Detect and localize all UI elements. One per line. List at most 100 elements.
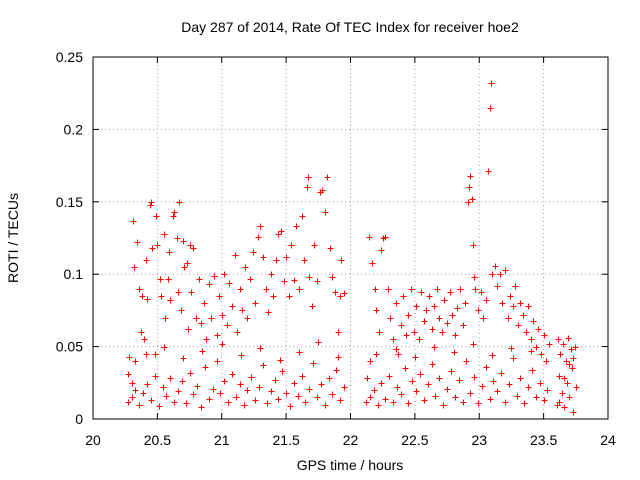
data-point (237, 286, 244, 293)
data-point (475, 400, 482, 407)
data-point (143, 351, 150, 358)
data-point (322, 209, 329, 216)
data-point (335, 354, 342, 361)
data-point (154, 242, 161, 249)
data-point (395, 351, 402, 358)
data-point (167, 375, 174, 382)
data-point (187, 370, 194, 377)
data-point (304, 184, 311, 191)
data-point (206, 396, 213, 403)
data-point (470, 242, 477, 249)
data-point (566, 394, 573, 401)
x-tick-label: 23.5 (530, 432, 557, 448)
data-point (221, 271, 228, 278)
data-point (198, 320, 205, 327)
data-point (196, 276, 203, 283)
data-point (556, 373, 563, 380)
data-point (144, 381, 151, 388)
data-point (126, 354, 133, 361)
data-point (293, 223, 300, 230)
data-point (488, 80, 495, 87)
data-point (134, 239, 141, 246)
data-point (382, 234, 389, 241)
data-point (460, 322, 467, 329)
data-point (530, 318, 537, 325)
data-point (517, 375, 524, 382)
data-point (572, 344, 579, 351)
data-point (226, 280, 233, 287)
data-point (232, 252, 239, 259)
data-point (214, 358, 221, 365)
data-point (278, 228, 285, 235)
data-point (525, 303, 532, 310)
data-point (185, 326, 192, 333)
data-point (452, 394, 459, 401)
data-point (471, 374, 478, 381)
data-point (263, 286, 270, 293)
x-tick-label: 21.5 (273, 432, 300, 448)
data-point (314, 394, 321, 401)
data-point (244, 315, 251, 322)
data-point (129, 394, 136, 401)
data-point (281, 278, 288, 285)
data-point (160, 384, 167, 391)
data-point (390, 399, 397, 406)
data-point (436, 375, 443, 382)
data-point (514, 393, 521, 400)
data-point (429, 361, 436, 368)
data-point (302, 399, 309, 406)
data-point (520, 312, 527, 319)
data-point (184, 260, 191, 267)
data-point (132, 387, 139, 394)
data-point (125, 371, 132, 378)
data-point (286, 293, 293, 300)
data-point (335, 329, 342, 336)
data-point (529, 367, 536, 374)
data-point (156, 403, 163, 410)
data-point (421, 397, 428, 404)
data-point (373, 351, 380, 358)
data-point (319, 187, 326, 194)
data-point (149, 245, 156, 252)
data-point (371, 387, 378, 394)
data-point (375, 402, 382, 409)
data-point (467, 173, 474, 180)
data-point (214, 332, 221, 339)
grid (93, 57, 608, 419)
data-point (561, 404, 568, 411)
data-point (273, 257, 280, 264)
data-point (521, 400, 528, 407)
data-point (463, 358, 470, 365)
data-point (426, 293, 433, 300)
data-point (512, 283, 519, 290)
data-point (166, 249, 173, 256)
data-point (129, 380, 136, 387)
data-point (167, 297, 174, 304)
data-point (170, 213, 177, 220)
data-point (480, 315, 487, 322)
data-point (202, 364, 209, 371)
data-point (431, 303, 438, 310)
data-point (199, 348, 206, 355)
data-point (390, 336, 397, 343)
data-point (157, 276, 164, 283)
data-point (268, 271, 275, 278)
data-point (467, 390, 474, 397)
data-point (564, 380, 571, 387)
data-point (570, 409, 577, 416)
data-point (305, 174, 312, 181)
data-point (382, 396, 389, 403)
data-point (174, 235, 181, 242)
data-point (338, 257, 345, 264)
data-point (566, 361, 573, 368)
data-point (413, 303, 420, 310)
data-point (257, 345, 264, 352)
data-point (260, 362, 267, 369)
data-point (132, 358, 139, 365)
data-point (310, 360, 317, 367)
data-point (341, 384, 348, 391)
data-point (125, 399, 132, 406)
data-point (569, 365, 576, 372)
y-tick-labels: 0 0.05 0.1 0.15 0.2 0.25 (56, 49, 83, 427)
data-point (270, 293, 277, 300)
